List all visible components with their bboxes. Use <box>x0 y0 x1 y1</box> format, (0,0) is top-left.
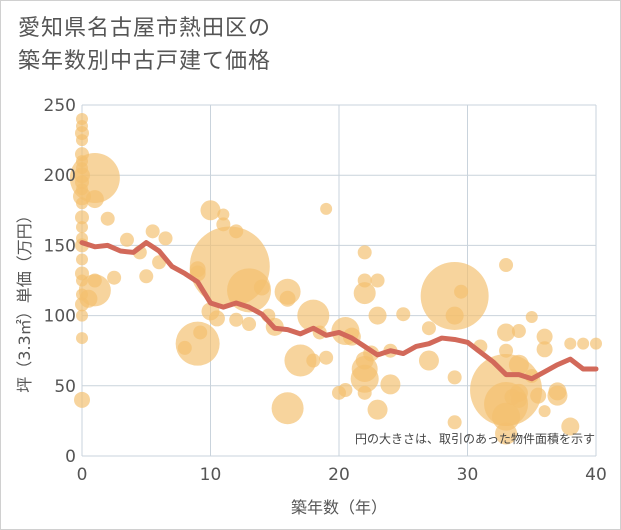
data-bubble <box>447 415 462 430</box>
data-bubble <box>74 391 90 408</box>
data-bubble <box>271 392 304 425</box>
data-bubble <box>357 385 372 400</box>
data-bubble <box>177 340 192 355</box>
data-bubble <box>350 364 379 393</box>
data-bubble <box>530 387 547 404</box>
data-bubble <box>320 202 333 215</box>
data-bubble <box>577 337 590 350</box>
y-tick-label: 250 <box>44 96 76 116</box>
average-line <box>79 240 599 382</box>
data-bubble <box>319 350 334 365</box>
data-bubble <box>145 224 160 239</box>
x-tick-label: 20 <box>328 465 350 485</box>
data-bubble <box>508 354 529 375</box>
data-bubble <box>525 311 538 324</box>
data-bubble <box>119 232 134 247</box>
data-bubble <box>492 402 521 431</box>
data-bubble <box>510 391 527 408</box>
data-bubble <box>536 341 553 358</box>
data-bubble <box>229 312 244 327</box>
data-bubble <box>79 289 98 308</box>
data-bubble <box>139 269 154 284</box>
data-bubble <box>590 337 602 350</box>
data-bubble <box>338 383 353 398</box>
data-bubble <box>85 190 104 209</box>
data-bubble <box>87 273 102 288</box>
data-bubble <box>420 261 489 330</box>
y-tick-label: 0 <box>65 447 76 467</box>
data-bubble <box>217 208 230 221</box>
data-bubble <box>445 306 464 325</box>
y-tick-label: 50 <box>54 377 76 397</box>
x-tick-label: 40 <box>585 465 607 485</box>
data-bubble <box>561 417 580 436</box>
data-bubble <box>175 321 220 366</box>
data-bubble <box>353 282 376 305</box>
bubbles-layer <box>69 113 602 445</box>
data-bubble <box>69 153 120 204</box>
data-bubble <box>418 350 439 371</box>
data-bubble <box>193 325 208 340</box>
x-axis-label: 築年数（年） <box>291 498 387 517</box>
x-tick-label: 0 <box>77 465 88 485</box>
x-tick-label: 30 <box>457 465 479 485</box>
data-bubble <box>511 324 526 339</box>
data-bubble <box>76 134 88 147</box>
y-tick-label: 150 <box>44 236 76 256</box>
x-tick-labels: 0 10 20 30 40 <box>77 465 607 485</box>
y-axis-label: 坪（3.3㎡）単価（万円） <box>15 207 34 392</box>
data-bubble <box>76 332 88 345</box>
line-layer <box>79 240 599 382</box>
data-bubble <box>368 306 387 325</box>
data-bubble <box>367 399 388 420</box>
data-bubble <box>447 370 462 385</box>
chart-title: 愛知県名古屋市熱田区の 築年数別中古戸建て価格 <box>18 12 271 78</box>
data-bubble <box>76 221 88 234</box>
data-bubble <box>284 344 317 377</box>
data-bubble <box>229 224 244 239</box>
data-bubble <box>76 253 88 266</box>
chart-title-line-2: 築年数別中古戸建て価格 <box>18 49 272 74</box>
data-bubble <box>499 258 514 273</box>
data-bubble <box>200 200 221 221</box>
data-bubble <box>107 270 122 285</box>
y-tick-label: 200 <box>44 166 76 186</box>
data-bubble <box>454 284 469 299</box>
data-bubble <box>536 328 553 345</box>
data-bubble <box>357 245 372 260</box>
data-bubble <box>253 279 270 296</box>
data-bubble <box>100 211 115 226</box>
data-bubble <box>538 405 551 418</box>
data-bubble <box>208 310 225 327</box>
data-bubble <box>564 337 577 350</box>
data-bubble <box>297 299 330 332</box>
data-bubble <box>547 385 568 406</box>
x-tick-label: 10 <box>200 465 222 485</box>
data-bubble <box>495 422 518 445</box>
chart-title-line-1: 愛知県名古屋市熱田区の <box>18 16 272 41</box>
size-note: 円の大きさは、取引のあった物件面積を示す <box>355 431 595 446</box>
data-bubble <box>380 374 401 395</box>
data-bubble <box>75 210 89 225</box>
data-bubble <box>306 353 321 368</box>
y-tick-labels: 0 50 100 150 200 250 <box>44 96 76 467</box>
data-bubble <box>497 323 516 342</box>
data-bubble <box>76 309 88 322</box>
data-bubble <box>242 317 257 332</box>
data-bubble <box>158 231 173 246</box>
data-bubble <box>370 273 385 288</box>
data-bubble <box>279 290 296 307</box>
data-bubble <box>421 321 436 336</box>
y-tick-label: 100 <box>44 307 76 327</box>
data-bubble <box>396 307 411 322</box>
